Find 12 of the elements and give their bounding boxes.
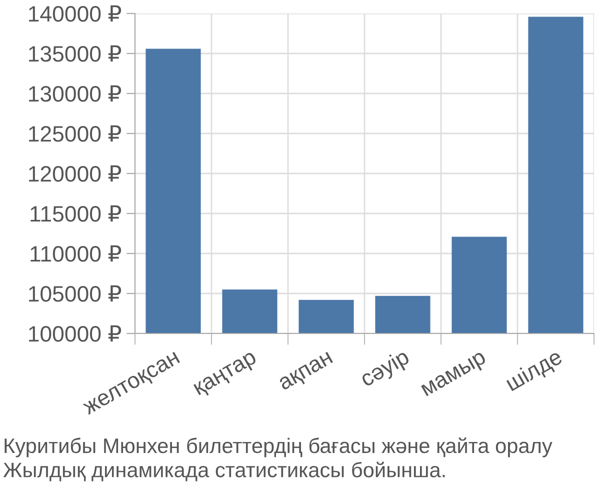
y-tick-label: 120000 ₽: [29, 165, 122, 182]
y-tick-label: 110000 ₽: [30, 245, 122, 262]
y-tick-label: 125000 ₽: [29, 125, 122, 142]
y-tick-label: 100000 ₽: [29, 325, 122, 342]
x-tick-label: ақпан: [278, 352, 336, 394]
y-tick-label: 115000 ₽: [30, 205, 122, 222]
y-tick-label: 135000 ₽: [29, 45, 122, 62]
y-tick-label: 105000 ₽: [29, 285, 122, 302]
text: Куритибы Мюнхен билеттердің бағасы және қайта оралу Жылдық динамикада статистикасы бойынша.: [3, 438, 552, 482]
y-tick-label: 140000 ₽: [29, 5, 122, 22]
x-tick-label: сәуір: [358, 348, 412, 391]
y-tick-label: 130000 ₽: [29, 85, 122, 102]
